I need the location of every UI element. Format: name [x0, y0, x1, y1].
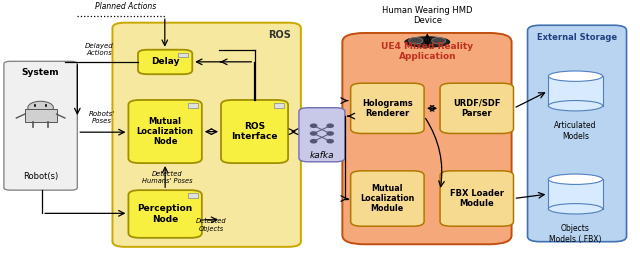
FancyBboxPatch shape: [25, 109, 56, 122]
FancyBboxPatch shape: [129, 100, 202, 163]
Ellipse shape: [310, 123, 317, 128]
Bar: [548, 179, 603, 209]
Ellipse shape: [326, 139, 334, 144]
Text: ROS: ROS: [268, 31, 291, 41]
Text: Robots'
Poses: Robots' Poses: [88, 112, 115, 124]
FancyBboxPatch shape: [527, 25, 627, 242]
FancyBboxPatch shape: [274, 103, 284, 108]
FancyBboxPatch shape: [4, 61, 77, 190]
Text: Holograms
Renderer: Holograms Renderer: [362, 99, 413, 118]
Text: Planned Actions: Planned Actions: [95, 2, 156, 11]
Text: System: System: [22, 68, 60, 77]
Text: Detected
Objects: Detected Objects: [196, 218, 227, 231]
Text: kafka: kafka: [310, 151, 334, 160]
Ellipse shape: [548, 71, 603, 81]
Text: Articulated
Models: Articulated Models: [554, 121, 596, 141]
Text: Perception
Node: Perception Node: [138, 204, 193, 224]
FancyBboxPatch shape: [440, 83, 513, 133]
FancyBboxPatch shape: [440, 171, 513, 226]
Ellipse shape: [405, 37, 450, 47]
FancyBboxPatch shape: [178, 53, 188, 57]
FancyBboxPatch shape: [138, 50, 192, 74]
FancyBboxPatch shape: [188, 193, 198, 198]
Ellipse shape: [409, 38, 423, 44]
FancyBboxPatch shape: [351, 83, 424, 133]
Text: ROS
Interface: ROS Interface: [231, 122, 278, 141]
Text: Human Wearing HMD
Device: Human Wearing HMD Device: [382, 6, 472, 25]
Ellipse shape: [548, 174, 603, 184]
Text: Mutual
Localization
Node: Mutual Localization Node: [136, 117, 194, 146]
Ellipse shape: [432, 38, 446, 44]
Ellipse shape: [326, 123, 334, 128]
Text: Delayed
Actions: Delayed Actions: [85, 43, 114, 56]
FancyBboxPatch shape: [351, 171, 424, 226]
Text: External Storage: External Storage: [538, 33, 618, 42]
FancyBboxPatch shape: [299, 108, 345, 162]
Text: Detected
Humans' Poses: Detected Humans' Poses: [141, 171, 193, 184]
Bar: [548, 76, 603, 106]
Text: URDF/SDF
Parser: URDF/SDF Parser: [453, 99, 500, 118]
FancyBboxPatch shape: [129, 190, 202, 238]
Ellipse shape: [548, 204, 603, 214]
Text: Objects
Models (.FBX): Objects Models (.FBX): [549, 224, 602, 244]
Text: Mutual
Localization
Module: Mutual Localization Module: [360, 184, 415, 214]
Ellipse shape: [28, 101, 53, 114]
Ellipse shape: [326, 131, 334, 136]
FancyBboxPatch shape: [342, 33, 511, 244]
FancyBboxPatch shape: [113, 23, 301, 247]
FancyBboxPatch shape: [221, 100, 288, 163]
Ellipse shape: [548, 100, 603, 111]
Text: Delay: Delay: [151, 57, 179, 67]
Text: Robot(s): Robot(s): [23, 172, 58, 181]
Ellipse shape: [310, 131, 317, 136]
Text: FBX Loader
Module: FBX Loader Module: [450, 189, 504, 208]
FancyBboxPatch shape: [188, 103, 198, 108]
Text: UE4 Mixed Reality
Application: UE4 Mixed Reality Application: [381, 42, 474, 61]
Ellipse shape: [310, 139, 317, 144]
